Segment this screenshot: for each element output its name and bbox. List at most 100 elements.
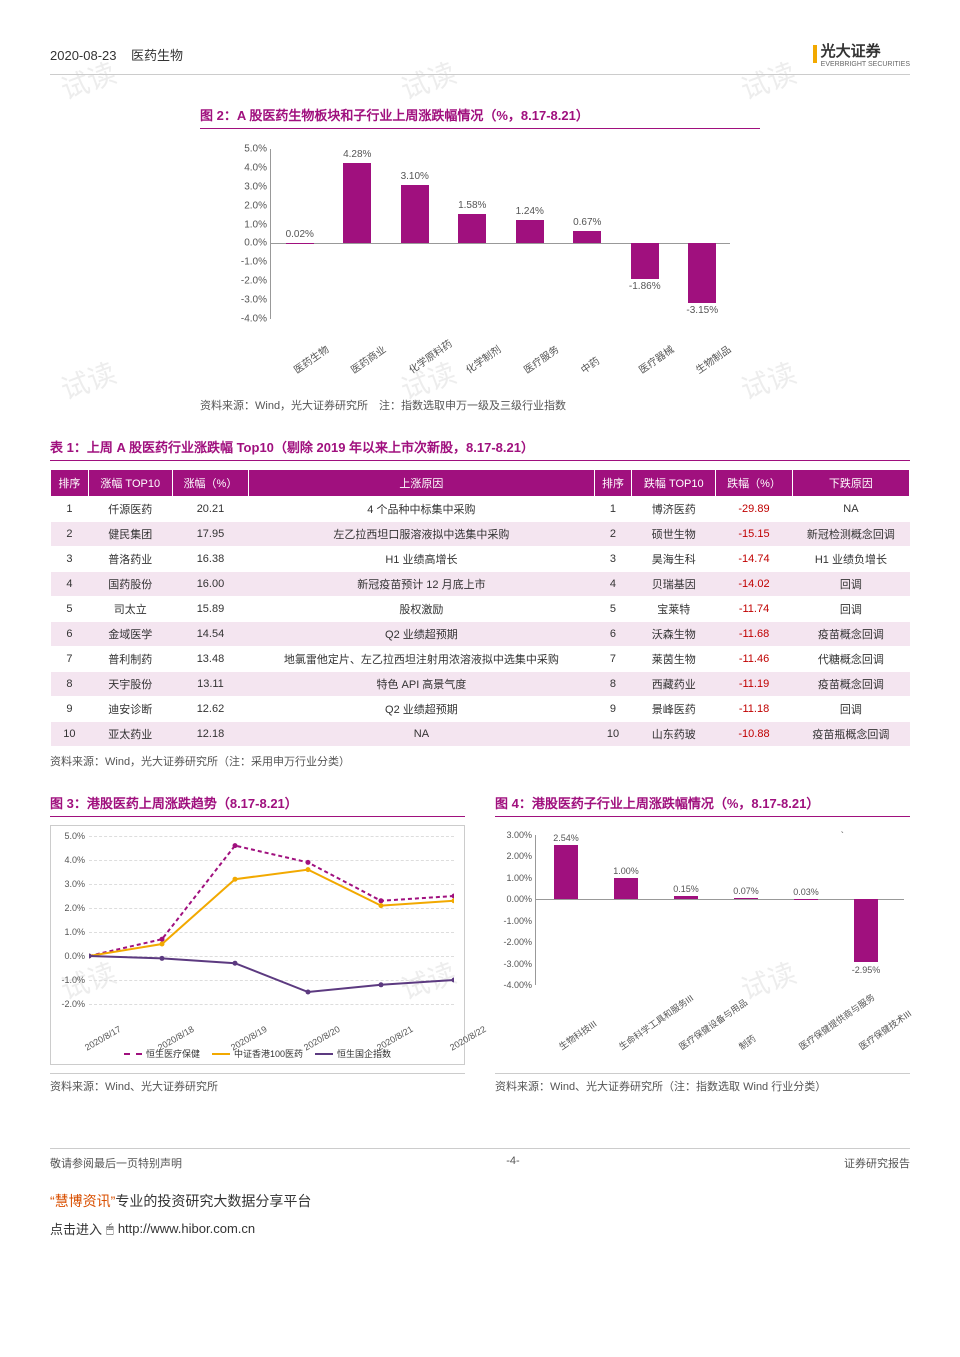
table-cell: 16.38 bbox=[172, 547, 249, 572]
table-row: 7普利制药13.48地氯雷他定片、左乙拉西坦注射用浓溶液拟中选集中采购7莱茵生物… bbox=[51, 647, 910, 672]
table-cell: 金域医学 bbox=[88, 622, 172, 647]
table-cell: 回调 bbox=[792, 572, 909, 597]
table-cell: 昊海生科 bbox=[632, 547, 716, 572]
table-cell: 10 bbox=[51, 722, 89, 747]
table-row: 3普洛药业16.38H1 业绩高增长3昊海生科-14.74H1 业绩负增长 bbox=[51, 547, 910, 572]
table-cell: 沃森生物 bbox=[632, 622, 716, 647]
table-cell: 16.00 bbox=[172, 572, 249, 597]
table-cell: 健民集团 bbox=[88, 522, 172, 547]
table-cell: 2 bbox=[594, 522, 632, 547]
table-cell: 特色 API 高景气度 bbox=[249, 672, 594, 697]
header-date: 2020-08-23 bbox=[50, 48, 117, 63]
table-cell: 股权激励 bbox=[249, 597, 594, 622]
table-cell: 贝瑞基因 bbox=[632, 572, 716, 597]
table-cell: 1 bbox=[594, 497, 632, 522]
chart4-source: 资料来源：Wind、光大证券研究所（注：指数选取 Wind 行业分类） bbox=[495, 1073, 910, 1094]
table-cell: 4 bbox=[51, 572, 89, 597]
table-cell: 5 bbox=[594, 597, 632, 622]
table-cell: 2 bbox=[51, 522, 89, 547]
table-header: 排序 bbox=[594, 470, 632, 497]
footer-left: 敬请参阅最后一页特别声明 bbox=[50, 1155, 182, 1171]
chart3-title: 图 3：港股医药上周涨跌趋势（8.17-8.21） bbox=[50, 793, 465, 817]
table-cell: 9 bbox=[51, 697, 89, 722]
table-row: 5司太立15.89股权激励5宝莱特-11.74回调 bbox=[51, 597, 910, 622]
footer-right: 证券研究报告 bbox=[844, 1155, 910, 1171]
chart2-bar-chart: -4.0%-3.0%-2.0%-1.0%0.0%1.0%2.0%3.0%4.0%… bbox=[220, 139, 740, 389]
header-sector: 医药生物 bbox=[131, 48, 183, 63]
table-cell: 10 bbox=[594, 722, 632, 747]
table-cell: 普洛药业 bbox=[88, 547, 172, 572]
table-cell: 12.18 bbox=[172, 722, 249, 747]
table-header: 跌幅（%） bbox=[716, 470, 793, 497]
chart3-legend: 恒生医疗保健中证香港100医药恒生国企指数 bbox=[51, 1047, 464, 1060]
table-cell: 地氯雷他定片、左乙拉西坦注射用浓溶液拟中选集中采购 bbox=[249, 647, 594, 672]
table-cell: 左乙拉西坦口服溶液拟中选集中采购 bbox=[249, 522, 594, 547]
table-cell: 14.54 bbox=[172, 622, 249, 647]
page-footer: 敬请参阅最后一页特别声明 -4- 证券研究报告 bbox=[50, 1148, 910, 1171]
table-cell: 9 bbox=[594, 697, 632, 722]
table-header: 跌幅 TOP10 bbox=[632, 470, 716, 497]
table-row: 4国药股份16.00新冠疫苗预计 12 月底上市4贝瑞基因-14.02回调 bbox=[51, 572, 910, 597]
table-cell: 普利制药 bbox=[88, 647, 172, 672]
table-row: 1仟源医药20.214 个品种中标集中采购1博济医药-29.89NA bbox=[51, 497, 910, 522]
table-row: 8天宇股份13.11特色 API 高景气度8西藏药业-11.19疫苗概念回调 bbox=[51, 672, 910, 697]
chart2-title: 图 2：A 股医药生物板块和子行业上周涨跌幅情况（%，8.17-8.21） bbox=[200, 105, 760, 129]
table-cell: 疫苗概念回调 bbox=[792, 622, 909, 647]
table-cell: 15.89 bbox=[172, 597, 249, 622]
table-cell: 新冠检测概念回调 bbox=[792, 522, 909, 547]
table-cell: 6 bbox=[51, 622, 89, 647]
table-cell: 回调 bbox=[792, 697, 909, 722]
table-cell: Q2 业绩超预期 bbox=[249, 622, 594, 647]
table-header: 涨幅 TOP10 bbox=[88, 470, 172, 497]
table-cell: 20.21 bbox=[172, 497, 249, 522]
table-cell: H1 业绩高增长 bbox=[249, 547, 594, 572]
table-cell: 山东药玻 bbox=[632, 722, 716, 747]
table-cell: 6 bbox=[594, 622, 632, 647]
table-cell: 3 bbox=[51, 547, 89, 572]
promo-tagline: 专业的投资研究大数据分享平台 bbox=[115, 1193, 311, 1209]
table-cell: -14.02 bbox=[716, 572, 793, 597]
table-cell: 4 个品种中标集中采购 bbox=[249, 497, 594, 522]
table-cell: 5 bbox=[51, 597, 89, 622]
table-cell: 12.62 bbox=[172, 697, 249, 722]
cursor-icon: 🖱 bbox=[106, 1221, 114, 1237]
table-cell: 回调 bbox=[792, 597, 909, 622]
chart3-source: 资料来源：Wind、光大证券研究所 bbox=[50, 1073, 465, 1094]
table-cell: Q2 业绩超预期 bbox=[249, 697, 594, 722]
table1-source: 资料来源：Wind，光大证券研究所（注：采用申万行业分类） bbox=[50, 753, 910, 769]
table-header: 涨幅（%） bbox=[172, 470, 249, 497]
table-cell: 13.11 bbox=[172, 672, 249, 697]
table-cell: 4 bbox=[594, 572, 632, 597]
table-cell: 17.95 bbox=[172, 522, 249, 547]
table-header: 下跌原因 bbox=[792, 470, 909, 497]
promo-block: “慧博资讯”专业的投资研究大数据分享平台 点击进入 🖱 http://www.h… bbox=[50, 1191, 910, 1238]
table-cell: 疫苗概念回调 bbox=[792, 672, 909, 697]
footer-center: -4- bbox=[506, 1155, 519, 1171]
table-cell: 天宇股份 bbox=[88, 672, 172, 697]
table-row: 10亚太药业12.18NA10山东药玻-10.88疫苗瓶概念回调 bbox=[51, 722, 910, 747]
table-cell: H1 业绩负增长 bbox=[792, 547, 909, 572]
company-logo: 光大证券 EVERBRIGHT SECURITIES bbox=[813, 40, 910, 68]
table-cell: NA bbox=[249, 722, 594, 747]
chart3-line-chart: -2.0%-1.0%0.0%1.0%2.0%3.0%4.0%5.0%2020/8… bbox=[50, 825, 465, 1065]
table-cell: 国药股份 bbox=[88, 572, 172, 597]
promo-link[interactable]: http://www.hibor.com.cn bbox=[118, 1221, 255, 1236]
chart2-source: 资料来源：Wind，光大证券研究所 注：指数选取申万一级及三级行业指数 bbox=[200, 397, 760, 413]
table-cell: 7 bbox=[594, 647, 632, 672]
table-cell: -11.18 bbox=[716, 697, 793, 722]
table1-title: 表 1：上周 A 股医药行业涨跌幅 Top10（剔除 2019 年以来上市次新股… bbox=[50, 437, 910, 461]
table-row: 9迪安诊断12.62Q2 业绩超预期9景峰医药-11.18回调 bbox=[51, 697, 910, 722]
table-cell: NA bbox=[792, 497, 909, 522]
table-cell: 8 bbox=[594, 672, 632, 697]
promo-cta: 点击进入 bbox=[50, 1219, 102, 1238]
table-cell: -11.19 bbox=[716, 672, 793, 697]
table-row: 6金域医学14.54Q2 业绩超预期6沃森生物-11.68疫苗概念回调 bbox=[51, 622, 910, 647]
table-cell: 景峰医药 bbox=[632, 697, 716, 722]
page-header: 2020-08-23 医药生物 光大证券 EVERBRIGHT SECURITI… bbox=[50, 40, 910, 75]
logo-text-en: EVERBRIGHT SECURITIES bbox=[821, 61, 910, 68]
table-cell: 疫苗瓶概念回调 bbox=[792, 722, 909, 747]
table-cell: 7 bbox=[51, 647, 89, 672]
logo-text-cn: 光大证券 bbox=[821, 40, 910, 61]
chart4-bar-chart: -4.00%-3.00%-2.00%-1.00%0.00%1.00%2.00%3… bbox=[495, 825, 910, 1065]
promo-brand: “慧博资讯” bbox=[50, 1193, 115, 1209]
